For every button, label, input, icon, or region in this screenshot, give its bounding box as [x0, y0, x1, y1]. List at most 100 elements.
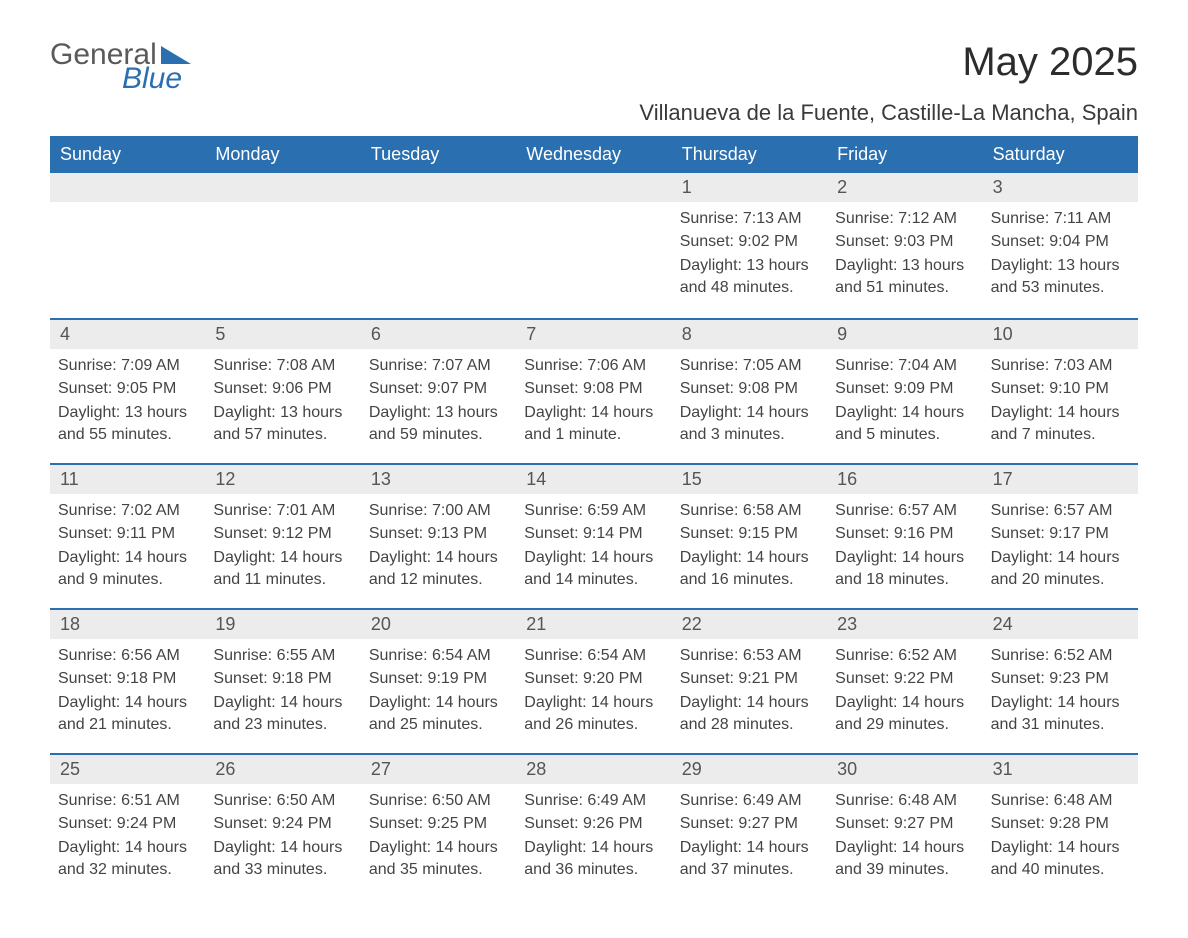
sunset-line: Sunset: 9:17 PM: [991, 523, 1130, 545]
daylight-line: Daylight: 14 hours and 31 minutes.: [991, 692, 1130, 737]
weekday-header: Monday: [205, 136, 360, 173]
day-info: Sunrise: 7:12 AMSunset: 9:03 PMDaylight:…: [835, 208, 974, 300]
sunrise-line: Sunrise: 7:09 AM: [58, 355, 197, 377]
calendar-cell: 9Sunrise: 7:04 AMSunset: 9:09 PMDaylight…: [827, 318, 982, 463]
sunrise-line: Sunrise: 6:48 AM: [991, 790, 1130, 812]
daylight-line: Daylight: 14 hours and 28 minutes.: [680, 692, 819, 737]
weekday-header: Thursday: [672, 136, 827, 173]
sunset-line: Sunset: 9:28 PM: [991, 813, 1130, 835]
day-number: 12: [205, 465, 360, 494]
calendar-cell: [50, 173, 205, 318]
day-number: 26: [205, 755, 360, 784]
daylight-line: Daylight: 14 hours and 23 minutes.: [213, 692, 352, 737]
sunrise-line: Sunrise: 7:06 AM: [524, 355, 663, 377]
calendar-cell: 8Sunrise: 7:05 AMSunset: 9:08 PMDaylight…: [672, 318, 827, 463]
sunrise-line: Sunrise: 7:03 AM: [991, 355, 1130, 377]
header: General Blue May 2025: [50, 40, 1138, 94]
sunset-line: Sunset: 9:26 PM: [524, 813, 663, 835]
calendar-cell: 4Sunrise: 7:09 AMSunset: 9:05 PMDaylight…: [50, 318, 205, 463]
sunrise-line: Sunrise: 7:11 AM: [991, 208, 1130, 230]
daylight-line: Daylight: 14 hours and 40 minutes.: [991, 837, 1130, 882]
daylight-line: Daylight: 14 hours and 25 minutes.: [369, 692, 508, 737]
calendar-cell: 16Sunrise: 6:57 AMSunset: 9:16 PMDayligh…: [827, 463, 982, 608]
sunrise-line: Sunrise: 6:53 AM: [680, 645, 819, 667]
day-number: 23: [827, 610, 982, 639]
day-info: Sunrise: 7:06 AMSunset: 9:08 PMDaylight:…: [524, 355, 663, 447]
calendar-cell: 26Sunrise: 6:50 AMSunset: 9:24 PMDayligh…: [205, 753, 360, 898]
day-number: 29: [672, 755, 827, 784]
daylight-line: Daylight: 14 hours and 26 minutes.: [524, 692, 663, 737]
calendar-cell: 20Sunrise: 6:54 AMSunset: 9:19 PMDayligh…: [361, 608, 516, 753]
sunset-line: Sunset: 9:15 PM: [680, 523, 819, 545]
sunset-line: Sunset: 9:09 PM: [835, 378, 974, 400]
day-number: 24: [983, 610, 1138, 639]
sunrise-line: Sunrise: 7:01 AM: [213, 500, 352, 522]
sunset-line: Sunset: 9:11 PM: [58, 523, 197, 545]
day-number: [50, 173, 205, 202]
weekday-header: Tuesday: [361, 136, 516, 173]
day-info: Sunrise: 7:01 AMSunset: 9:12 PMDaylight:…: [213, 500, 352, 592]
calendar-cell: 19 Sunrise: 6:55 AMSunset: 9:18 PMDayligh…: [205, 608, 360, 753]
sunrise-line: Sunrise: 6:49 AM: [524, 790, 663, 812]
sunrise-line: Sunrise: 6:50 AM: [213, 790, 352, 812]
calendar-cell: 29Sunrise: 6:49 AMSunset: 9:27 PMDayligh…: [672, 753, 827, 898]
day-info: Sunrise: 6:51 AMSunset: 9:24 PMDaylight:…: [58, 790, 197, 882]
calendar-cell: 6Sunrise: 7:07 AMSunset: 9:07 PMDaylight…: [361, 318, 516, 463]
sunset-line: Sunset: 9:10 PM: [991, 378, 1130, 400]
day-number: 8: [672, 320, 827, 349]
sunrise-line: Sunrise: 6:55 AM: [213, 645, 352, 667]
sunset-line: Sunset: 9:22 PM: [835, 668, 974, 690]
sunrise-line: Sunrise: 6:54 AM: [524, 645, 663, 667]
day-number: 19: [205, 610, 360, 639]
day-number: 13: [361, 465, 516, 494]
day-number: 6: [361, 320, 516, 349]
brand-word2: Blue: [122, 64, 191, 94]
calendar-cell: 2Sunrise: 7:12 AMSunset: 9:03 PMDaylight…: [827, 173, 982, 318]
sunrise-line: Sunrise: 6:56 AM: [58, 645, 197, 667]
day-info: Sunrise: 7:08 AMSunset: 9:06 PMDaylight:…: [213, 355, 352, 447]
daylight-line: Daylight: 14 hours and 16 minutes.: [680, 547, 819, 592]
sunrise-line: Sunrise: 6:57 AM: [835, 500, 974, 522]
daylight-line: Daylight: 14 hours and 37 minutes.: [680, 837, 819, 882]
sunrise-line: Sunrise: 6:59 AM: [524, 500, 663, 522]
daylight-line: Daylight: 14 hours and 21 minutes.: [58, 692, 197, 737]
day-info: Sunrise: 6:55 AMSunset: 9:18 PMDaylight:…: [213, 645, 352, 737]
day-info: Sunrise: 7:03 AMSunset: 9:10 PMDaylight:…: [991, 355, 1130, 447]
day-info: Sunrise: 6:59 AMSunset: 9:14 PMDaylight:…: [524, 500, 663, 592]
day-info: Sunrise: 6:52 AMSunset: 9:23 PMDaylight:…: [991, 645, 1130, 737]
sunrise-line: Sunrise: 6:52 AM: [835, 645, 974, 667]
calendar-cell: 1Sunrise: 7:13 AMSunset: 9:02 PMDaylight…: [672, 173, 827, 318]
daylight-line: Daylight: 13 hours and 48 minutes.: [680, 255, 819, 300]
day-info: Sunrise: 7:04 AMSunset: 9:09 PMDaylight:…: [835, 355, 974, 447]
day-number: [516, 173, 671, 202]
daylight-line: Daylight: 14 hours and 36 minutes.: [524, 837, 663, 882]
day-info: Sunrise: 7:09 AMSunset: 9:05 PMDaylight:…: [58, 355, 197, 447]
day-number: 15: [672, 465, 827, 494]
weekday-header: Sunday: [50, 136, 205, 173]
day-number: 25: [50, 755, 205, 784]
daylight-line: Daylight: 13 hours and 59 minutes.: [369, 402, 508, 447]
sunset-line: Sunset: 9:18 PM: [58, 668, 197, 690]
daylight-line: Daylight: 14 hours and 14 minutes.: [524, 547, 663, 592]
daylight-line: Daylight: 14 hours and 3 minutes.: [680, 402, 819, 447]
location-subtitle: Villanueva de la Fuente, Castille-La Man…: [50, 100, 1138, 126]
day-number: 5: [205, 320, 360, 349]
sunrise-line: Sunrise: 7:13 AM: [680, 208, 819, 230]
day-number: 10: [983, 320, 1138, 349]
daylight-line: Daylight: 14 hours and 9 minutes.: [58, 547, 197, 592]
day-number: 31: [983, 755, 1138, 784]
day-number: [205, 173, 360, 202]
sunset-line: Sunset: 9:21 PM: [680, 668, 819, 690]
day-number: 21: [516, 610, 671, 639]
day-info: Sunrise: 6:57 AMSunset: 9:16 PMDaylight:…: [835, 500, 974, 592]
daylight-line: Daylight: 14 hours and 11 minutes.: [213, 547, 352, 592]
sunrise-line: Sunrise: 6:48 AM: [835, 790, 974, 812]
calendar-cell: 15Sunrise: 6:58 AMSunset: 9:15 PMDayligh…: [672, 463, 827, 608]
sunset-line: Sunset: 9:06 PM: [213, 378, 352, 400]
sunrise-line: Sunrise: 6:54 AM: [369, 645, 508, 667]
sunrise-line: Sunrise: 6:52 AM: [991, 645, 1130, 667]
day-info: Sunrise: 6:48 AMSunset: 9:28 PMDaylight:…: [991, 790, 1130, 882]
weekday-header: Saturday: [983, 136, 1138, 173]
calendar-cell: [516, 173, 671, 318]
day-info: Sunrise: 6:50 AMSunset: 9:25 PMDaylight:…: [369, 790, 508, 882]
